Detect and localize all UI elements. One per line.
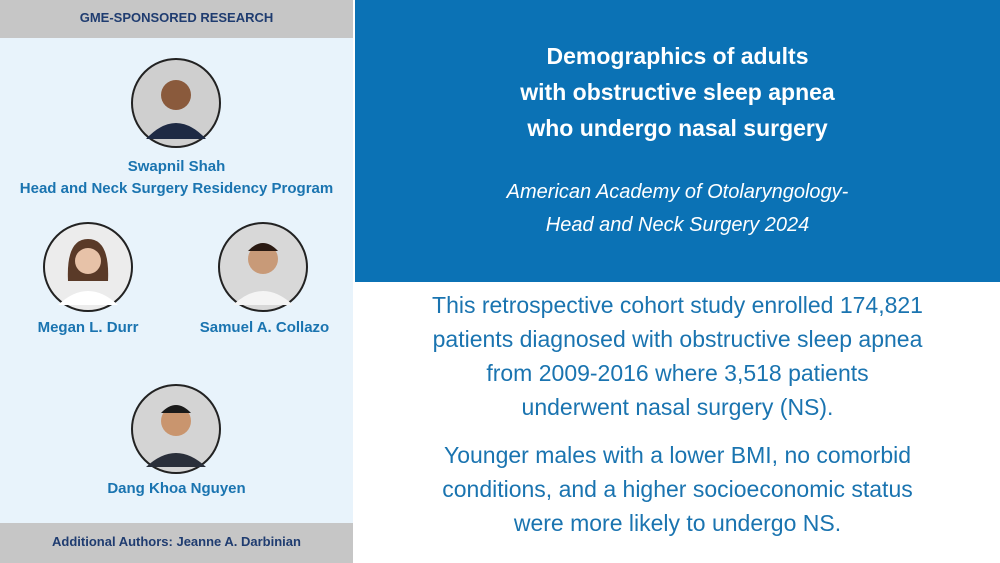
- title-line: with obstructive sleep apnea: [520, 79, 835, 105]
- paragraph: Younger males with a lower BMI, no comor…: [355, 438, 1000, 540]
- author-photo: [43, 222, 133, 312]
- paragraph-line: conditions, and a higher socioeconomic s…: [442, 476, 913, 502]
- footer-text: Additional Authors: Jeanne A. Darbinian: [0, 523, 353, 563]
- conference: American Academy of Otolaryngology- Head …: [355, 176, 1000, 242]
- paragraph: This retrospective cohort study enrolled…: [355, 288, 1000, 424]
- paragraph-line: were more likely to undergo NS.: [513, 510, 842, 536]
- author-panel: GME-SPONSORED RESEARCH Swapnil Shah Head…: [0, 0, 353, 563]
- conference-line: American Academy of Otolaryngology-: [506, 181, 849, 203]
- paragraph-line: This retrospective cohort study enrolled…: [432, 292, 923, 318]
- author-photo: [218, 222, 308, 312]
- title-line: Demographics of adults: [546, 43, 809, 69]
- header-label: GME-SPONSORED RESEARCH: [0, 0, 353, 38]
- author-affiliation: Head and Neck Surgery Residency Program: [19, 180, 334, 197]
- title-box: Demographics of adults with obstructive s…: [355, 0, 1000, 282]
- author-photo: [131, 58, 221, 148]
- author-name: Swapnil Shah: [127, 158, 226, 175]
- author-photo: [131, 384, 221, 474]
- paragraph-line: underwent nasal surgery (NS).: [521, 394, 834, 420]
- author-name: Dang Khoa Nguyen: [107, 480, 246, 497]
- conference-line: Head and Neck Surgery 2024: [545, 214, 810, 236]
- title: Demographics of adults with obstructive s…: [355, 38, 1000, 146]
- title-line: who undergo nasal surgery: [527, 115, 828, 141]
- paragraph-line: Younger males with a lower BMI, no comor…: [443, 442, 912, 468]
- summary: This retrospective cohort study enrolled…: [355, 288, 1000, 554]
- author-name: Megan L. Durr: [37, 319, 139, 336]
- author-name: Samuel A. Collazo: [199, 319, 330, 336]
- paragraph-line: from 2009-2016 where 3,518 patients: [486, 360, 869, 386]
- paragraph-line: patients diagnosed with obstructive slee…: [432, 326, 923, 352]
